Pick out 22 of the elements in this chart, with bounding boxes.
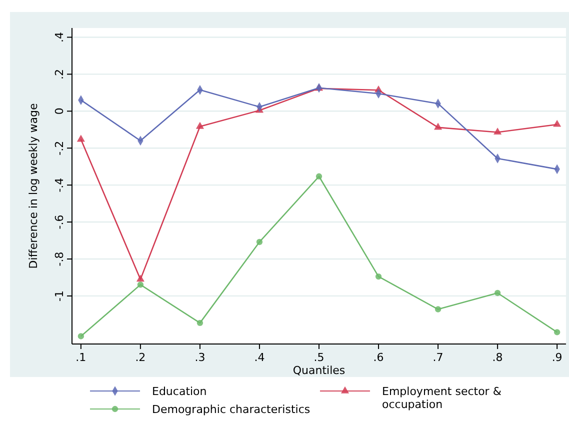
x-axis-title: Quantiles — [292, 364, 346, 377]
legend-label: Education — [152, 385, 207, 398]
x-tick-label: .7 — [432, 351, 444, 364]
y-tick-label: -1 — [53, 290, 66, 302]
y-tick-label: .4 — [53, 32, 66, 42]
x-tick-label: .4 — [254, 351, 265, 364]
y-tick-label: .2 — [53, 68, 66, 80]
y-tick-label: 0 — [53, 108, 66, 115]
x-tick-label: .1 — [76, 351, 86, 364]
y-tick-label: -.8 — [53, 252, 66, 266]
y-tick-label: -.2 — [53, 140, 66, 156]
y-axis-title: Difference in log weekly wage — [27, 103, 40, 269]
x-tick-label: .9 — [552, 351, 562, 364]
x-tick-label: .3 — [194, 351, 206, 364]
legend-label: Demographic characteristics — [152, 403, 310, 416]
y-tick-label: -.4 — [53, 178, 66, 192]
x-tick-label: .8 — [492, 351, 503, 364]
x-tick-label: .2 — [135, 351, 146, 364]
legend-label: Employment sector & occupation — [382, 385, 502, 411]
x-tick-label: .6 — [373, 351, 384, 364]
x-tick-label: .5 — [314, 351, 324, 364]
y-tick-label: -.6 — [53, 214, 66, 230]
